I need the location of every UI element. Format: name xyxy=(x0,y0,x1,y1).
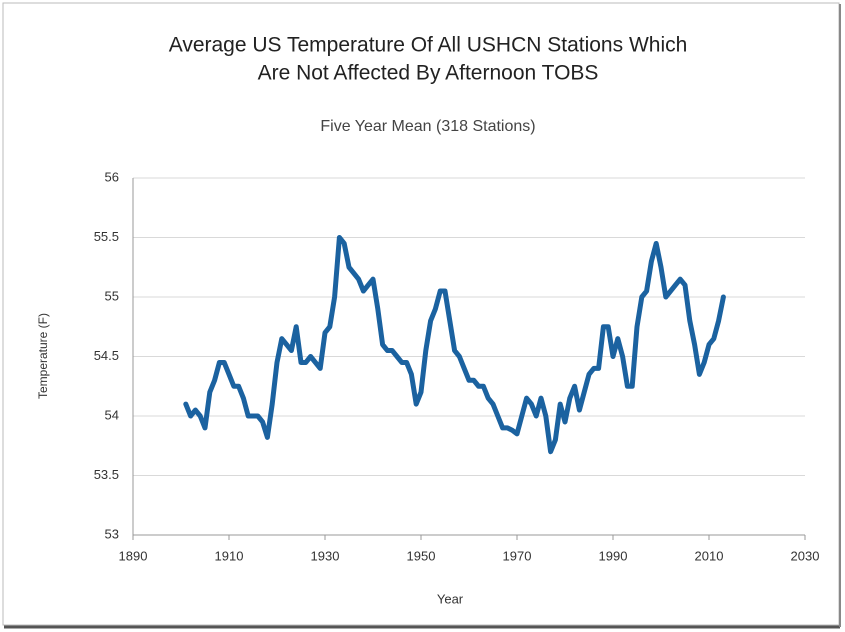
x-tick-label: 1890 xyxy=(119,548,148,563)
y-tick-label: 55 xyxy=(105,288,119,303)
x-tick-label: 2030 xyxy=(791,548,820,563)
x-tick-label: 1990 xyxy=(599,548,628,563)
x-tick-label: 1970 xyxy=(503,548,532,563)
x-tick-label: 2010 xyxy=(695,548,724,563)
y-tick-label: 56 xyxy=(105,169,119,184)
x-tick-label: 1930 xyxy=(311,548,340,563)
y-tick-label: 54 xyxy=(105,407,119,422)
data-line xyxy=(183,235,726,455)
y-tick-label: 53 xyxy=(105,526,119,541)
y-tick-label: 54.5 xyxy=(94,348,119,363)
x-tick-label: 1910 xyxy=(215,548,244,563)
chart-title: Are Not Affected By Afternoon TOBS xyxy=(258,62,599,85)
y-tick-label: 55.5 xyxy=(94,229,119,244)
chart-frame xyxy=(2,2,840,626)
y-axis-label: Temperature (F) xyxy=(36,313,50,399)
chart-subtitle: Five Year Mean (318 Stations) xyxy=(320,118,535,135)
x-axis-label: Year xyxy=(437,591,464,606)
y-tick-label: 53.5 xyxy=(94,467,119,482)
x-tick-label: 1950 xyxy=(407,548,436,563)
chart-title: Average US Temperature Of All USHCN Stat… xyxy=(169,34,688,57)
